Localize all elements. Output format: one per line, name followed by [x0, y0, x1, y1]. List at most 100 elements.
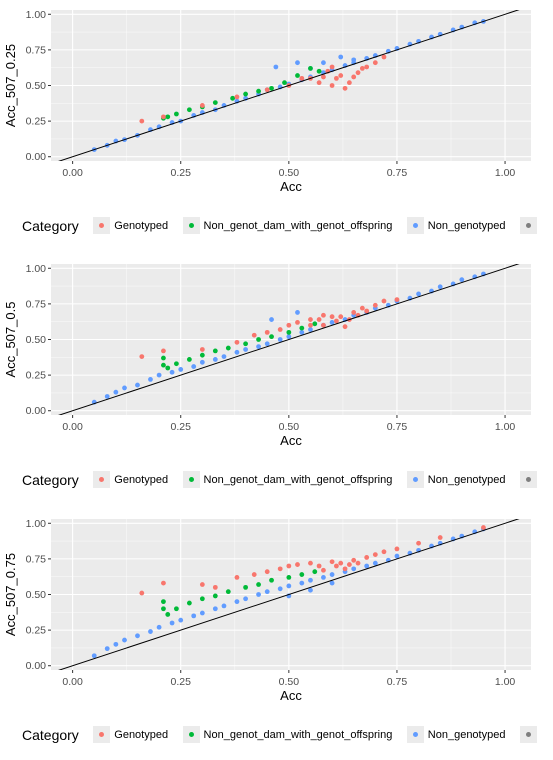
data-point: [122, 385, 127, 391]
data-point: [459, 277, 465, 283]
data-point: [221, 354, 227, 359]
data-point: [299, 329, 305, 335]
data-point: [161, 580, 166, 586]
data-point: [329, 64, 335, 70]
data-point: [299, 580, 305, 586]
data-point: [251, 572, 257, 577]
data-point: [277, 337, 283, 342]
data-point: [191, 613, 197, 619]
data-point: [199, 610, 205, 616]
data-point: [338, 314, 344, 320]
data-point: [351, 74, 357, 80]
data-point: [308, 317, 313, 322]
data-point: [316, 317, 322, 322]
data-point: [316, 68, 322, 74]
reference-line: [58, 10, 520, 161]
data-point: [269, 85, 274, 91]
chart-panel: 0.00 0.25 0.50 0.75 1.00 0.00 0.25 0.50 0.75 1.00…: [3, 9, 531, 194]
legend-label-genotyped: Genotyped: [114, 473, 169, 486]
data-point: [299, 325, 305, 331]
data-point: [308, 66, 313, 71]
data-point: [256, 337, 261, 342]
data-point: [381, 549, 387, 555]
legend-label-nongenotyped: Non_genotyped: [427, 219, 506, 232]
legend-2: Category Genotyped Non_genot_dam_with_ge…: [22, 471, 541, 489]
data-point: [122, 637, 127, 643]
y-tick-label: 0.25: [26, 370, 47, 382]
legend-key-dam: [182, 726, 200, 744]
data-point: [321, 312, 326, 318]
data-point: [186, 600, 192, 606]
y-tick-label: 0.25: [26, 116, 47, 128]
x-axis-label: Acc: [280, 179, 302, 194]
data-point: [234, 575, 240, 580]
legend-key-dam: [182, 471, 200, 489]
y-tick-label: 0.50: [26, 334, 47, 346]
legend-label-nongenotyped: Non_genotyped: [427, 473, 506, 486]
legend-label-genotyped: Genotyped: [114, 219, 169, 232]
data-point: [234, 349, 240, 355]
x-tick-label: 0.25: [171, 676, 192, 688]
data-point: [234, 94, 240, 100]
data-point: [338, 73, 344, 78]
y-tick-label: 0.75: [26, 298, 47, 310]
legend-title: Category: [22, 217, 79, 234]
x-tick-label: 0.00: [62, 676, 83, 688]
data-point: [329, 83, 335, 88]
legend-label-dam: Non_genot_dam_with_genot_offspring: [203, 728, 393, 741]
x-tick-label: 0.00: [62, 421, 83, 433]
data-point: [286, 334, 292, 340]
data-point: [372, 552, 378, 558]
x-axis-label: Acc: [280, 688, 302, 703]
data-point: [264, 329, 270, 335]
data-point: [225, 345, 231, 351]
legend-key-nongenotyped: [406, 471, 424, 489]
data-point: [351, 57, 357, 63]
legend-label-genotyped: Genotyped: [114, 728, 169, 741]
data-point: [299, 572, 305, 577]
legend-dot-dam: [188, 477, 194, 483]
data-point: [308, 587, 313, 593]
x-tick-label: 0.25: [171, 167, 192, 179]
y-tick-label: 0.00: [26, 151, 47, 163]
data-point: [351, 566, 357, 572]
legend-dot-genotyped: [99, 223, 105, 229]
data-point: [299, 75, 305, 81]
x-tick-label: 0.25: [171, 421, 192, 433]
data-point: [256, 344, 261, 350]
y-tick-label: 0.75: [26, 44, 47, 56]
data-point: [212, 584, 218, 590]
data-point: [243, 91, 248, 97]
data-point: [212, 100, 218, 105]
data-point: [269, 317, 274, 322]
data-point: [342, 324, 348, 330]
data-point: [199, 596, 205, 602]
data-point: [148, 376, 153, 382]
y-tick-label: 1.00: [26, 518, 47, 530]
data-point: [416, 291, 421, 297]
legend-3: Category Genotyped Non_genot_dam_with_ge…: [22, 726, 541, 744]
data-point: [165, 612, 171, 617]
data-point: [381, 298, 387, 304]
data-point: [364, 64, 370, 70]
data-point: [135, 633, 140, 639]
data-point: [165, 365, 171, 371]
points-layer: [58, 264, 520, 415]
data-point: [312, 569, 318, 575]
data-point: [295, 60, 300, 66]
data-point: [169, 620, 175, 626]
data-point: [321, 575, 326, 580]
legend-dot-dam: [188, 732, 194, 738]
x-tick-label: 1.00: [495, 167, 516, 179]
data-point: [174, 606, 179, 612]
data-point: [234, 599, 240, 605]
data-point: [243, 584, 248, 590]
data-point: [342, 566, 348, 572]
data-point: [381, 54, 387, 60]
data-point: [174, 361, 179, 367]
y-tick-label: 0.25: [26, 625, 47, 637]
legend-key-na: [519, 471, 537, 489]
data-point: [308, 577, 313, 583]
data-point: [364, 555, 370, 560]
